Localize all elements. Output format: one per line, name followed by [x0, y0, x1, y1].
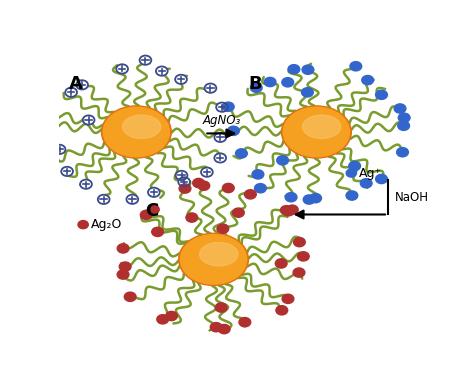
- Circle shape: [140, 210, 152, 220]
- Circle shape: [298, 252, 309, 261]
- Circle shape: [277, 156, 289, 165]
- Circle shape: [288, 65, 300, 74]
- Circle shape: [360, 179, 372, 188]
- Circle shape: [217, 224, 229, 233]
- Circle shape: [281, 206, 292, 215]
- Circle shape: [394, 104, 406, 113]
- Circle shape: [198, 181, 210, 190]
- Circle shape: [346, 169, 356, 177]
- Circle shape: [119, 262, 131, 271]
- Circle shape: [193, 178, 204, 188]
- Ellipse shape: [122, 115, 161, 138]
- Circle shape: [47, 156, 58, 165]
- Circle shape: [283, 207, 294, 216]
- Circle shape: [65, 88, 77, 97]
- Circle shape: [310, 194, 321, 203]
- Circle shape: [228, 126, 239, 135]
- Circle shape: [349, 161, 361, 171]
- Circle shape: [124, 292, 136, 302]
- Ellipse shape: [200, 243, 238, 266]
- Circle shape: [362, 76, 374, 85]
- Circle shape: [303, 195, 315, 204]
- Circle shape: [236, 149, 247, 158]
- Ellipse shape: [283, 107, 349, 157]
- Circle shape: [98, 195, 109, 204]
- Circle shape: [61, 167, 73, 176]
- Ellipse shape: [179, 233, 248, 285]
- Text: Ag⁺: Ag⁺: [359, 167, 382, 180]
- Circle shape: [216, 103, 228, 112]
- Circle shape: [80, 180, 92, 189]
- Circle shape: [215, 303, 227, 312]
- Circle shape: [214, 133, 226, 142]
- Circle shape: [301, 88, 313, 97]
- Circle shape: [222, 183, 234, 193]
- Circle shape: [375, 174, 387, 183]
- Circle shape: [148, 188, 160, 197]
- Circle shape: [276, 306, 288, 315]
- Circle shape: [44, 111, 55, 121]
- Circle shape: [76, 80, 88, 89]
- Circle shape: [117, 244, 129, 253]
- Circle shape: [397, 147, 409, 157]
- Circle shape: [239, 318, 251, 327]
- Text: C: C: [146, 202, 159, 220]
- Text: AgNO₃: AgNO₃: [203, 114, 241, 127]
- Circle shape: [175, 75, 187, 84]
- Circle shape: [214, 153, 226, 162]
- Circle shape: [156, 67, 168, 76]
- Circle shape: [286, 205, 298, 214]
- Ellipse shape: [101, 106, 171, 158]
- Circle shape: [139, 56, 151, 65]
- Circle shape: [179, 184, 191, 193]
- Circle shape: [350, 62, 362, 71]
- Circle shape: [147, 205, 159, 214]
- Text: A: A: [68, 74, 82, 92]
- Text: Ag₂O: Ag₂O: [91, 218, 122, 231]
- Circle shape: [222, 102, 234, 111]
- Circle shape: [275, 259, 287, 268]
- Circle shape: [346, 191, 358, 200]
- Circle shape: [201, 168, 213, 177]
- Circle shape: [176, 171, 187, 180]
- Circle shape: [178, 177, 190, 186]
- Circle shape: [219, 324, 230, 334]
- Circle shape: [293, 238, 305, 247]
- Circle shape: [282, 294, 294, 303]
- Ellipse shape: [282, 106, 351, 158]
- Text: B: B: [248, 74, 262, 92]
- Circle shape: [152, 227, 164, 237]
- Circle shape: [116, 64, 128, 74]
- Circle shape: [398, 113, 410, 122]
- Circle shape: [264, 77, 276, 86]
- Circle shape: [127, 195, 138, 204]
- Circle shape: [165, 311, 177, 321]
- Circle shape: [250, 83, 262, 92]
- Circle shape: [302, 65, 314, 74]
- Circle shape: [232, 208, 244, 217]
- Text: NaOH: NaOH: [395, 191, 428, 204]
- Circle shape: [117, 270, 129, 279]
- Circle shape: [54, 145, 65, 154]
- Circle shape: [245, 190, 256, 199]
- Ellipse shape: [181, 235, 246, 284]
- Circle shape: [78, 221, 88, 229]
- Circle shape: [205, 83, 216, 93]
- Circle shape: [186, 213, 198, 222]
- Circle shape: [252, 170, 264, 179]
- Circle shape: [210, 323, 222, 332]
- Circle shape: [282, 78, 293, 87]
- Circle shape: [398, 121, 410, 130]
- Circle shape: [157, 315, 169, 324]
- Circle shape: [83, 115, 94, 124]
- Circle shape: [375, 90, 387, 99]
- Circle shape: [285, 193, 297, 202]
- Circle shape: [38, 153, 50, 162]
- Ellipse shape: [302, 115, 341, 138]
- Circle shape: [46, 120, 57, 130]
- Ellipse shape: [103, 107, 170, 157]
- Circle shape: [293, 268, 305, 277]
- Circle shape: [255, 183, 266, 193]
